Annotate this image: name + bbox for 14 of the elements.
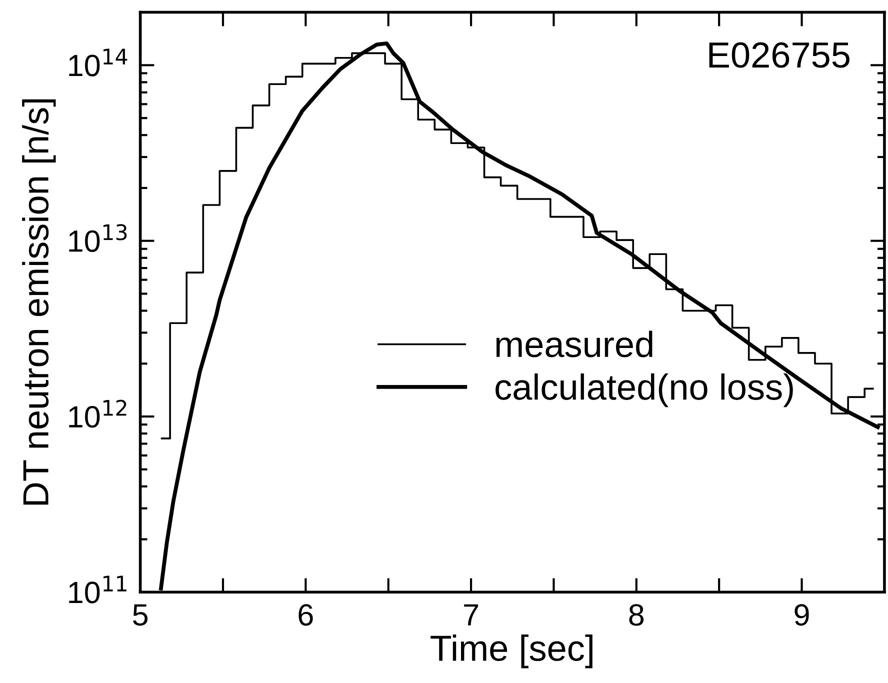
y-tick-label: 10$^{11}$ [69, 576, 126, 604]
y-axis-title: DT neutron emission [n/s] [22, 99, 56, 505]
x-tick-label: 9 [794, 604, 809, 626]
x-tick-label: 7 [464, 604, 478, 626]
y-tick-label: 10$^{14}$ [69, 48, 128, 76]
x-tick-label: 5 [133, 604, 148, 626]
x-axis-title: Time [sec] [430, 634, 592, 668]
legend-label: calculated(no loss) [496, 373, 793, 408]
legend-label: measured [496, 330, 652, 358]
y-tick-label: 10$^{13}$ [69, 224, 127, 252]
x-tick-label: 6 [298, 604, 313, 626]
annotation: E026755 [709, 42, 850, 68]
y-tick-label: 10$^{12}$ [69, 400, 126, 428]
x-tick-label: 8 [629, 604, 644, 626]
